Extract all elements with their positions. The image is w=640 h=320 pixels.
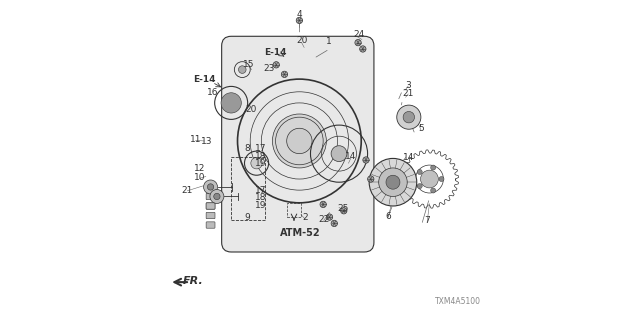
- Circle shape: [207, 184, 214, 190]
- Text: 7: 7: [424, 216, 430, 225]
- Text: 20: 20: [245, 105, 257, 114]
- Circle shape: [367, 176, 374, 182]
- Circle shape: [439, 177, 444, 181]
- Text: 20: 20: [296, 36, 307, 45]
- Text: 2: 2: [302, 213, 308, 222]
- Circle shape: [251, 157, 262, 169]
- Circle shape: [431, 165, 436, 170]
- FancyBboxPatch shape: [221, 36, 374, 252]
- FancyBboxPatch shape: [206, 212, 215, 219]
- Text: 24: 24: [353, 30, 364, 39]
- FancyBboxPatch shape: [206, 184, 215, 190]
- Text: 5: 5: [418, 124, 424, 133]
- Text: 18: 18: [255, 193, 266, 202]
- FancyBboxPatch shape: [206, 193, 215, 200]
- Circle shape: [320, 201, 326, 208]
- Text: 18: 18: [255, 152, 266, 161]
- Circle shape: [379, 168, 407, 196]
- Text: 17: 17: [255, 144, 266, 153]
- Text: FR.: FR.: [183, 276, 204, 285]
- Circle shape: [369, 158, 417, 206]
- Text: 9: 9: [244, 213, 250, 222]
- Text: 11: 11: [190, 135, 202, 144]
- FancyBboxPatch shape: [206, 203, 215, 209]
- FancyBboxPatch shape: [206, 203, 215, 209]
- Text: E-14: E-14: [193, 75, 216, 84]
- Text: TXM4A5100: TXM4A5100: [435, 297, 481, 306]
- Circle shape: [273, 114, 326, 168]
- Text: 14: 14: [346, 152, 356, 161]
- Bar: [287, 203, 301, 217]
- Circle shape: [221, 93, 241, 113]
- Text: 16: 16: [207, 88, 218, 97]
- Circle shape: [363, 157, 369, 163]
- Text: 8: 8: [244, 144, 250, 153]
- Text: E-14: E-14: [264, 48, 287, 57]
- Text: ATM-52: ATM-52: [280, 228, 321, 238]
- Circle shape: [282, 71, 287, 77]
- Text: 19: 19: [255, 201, 266, 210]
- Text: 25: 25: [337, 204, 349, 213]
- Text: 12: 12: [195, 164, 206, 173]
- Circle shape: [355, 39, 361, 46]
- Text: 21: 21: [182, 186, 193, 195]
- Circle shape: [326, 214, 333, 220]
- Text: 14: 14: [403, 153, 414, 162]
- Text: 3: 3: [405, 81, 411, 90]
- Text: 19: 19: [255, 159, 266, 168]
- Bar: [230, 157, 266, 220]
- FancyBboxPatch shape: [206, 222, 215, 228]
- Text: 4: 4: [296, 10, 302, 19]
- Circle shape: [340, 208, 347, 214]
- Text: 10: 10: [194, 173, 205, 182]
- Circle shape: [214, 193, 220, 200]
- Circle shape: [204, 180, 218, 194]
- Text: 1: 1: [326, 37, 332, 46]
- Text: 23: 23: [263, 63, 275, 73]
- Circle shape: [417, 184, 422, 189]
- Circle shape: [420, 170, 438, 188]
- Circle shape: [296, 17, 303, 24]
- Text: 6: 6: [385, 212, 391, 221]
- Circle shape: [331, 146, 347, 162]
- Circle shape: [417, 169, 422, 174]
- Circle shape: [287, 128, 312, 154]
- Text: 21: 21: [403, 89, 414, 98]
- Circle shape: [360, 46, 366, 52]
- Circle shape: [331, 220, 337, 227]
- Circle shape: [397, 105, 421, 129]
- Circle shape: [431, 188, 436, 193]
- Circle shape: [386, 175, 400, 189]
- Text: 13: 13: [201, 137, 212, 146]
- Text: 15: 15: [243, 60, 255, 69]
- Text: 17: 17: [255, 186, 266, 195]
- Circle shape: [403, 111, 415, 123]
- Circle shape: [239, 66, 246, 73]
- Circle shape: [273, 62, 280, 68]
- Circle shape: [210, 189, 224, 204]
- Text: 22: 22: [318, 215, 330, 224]
